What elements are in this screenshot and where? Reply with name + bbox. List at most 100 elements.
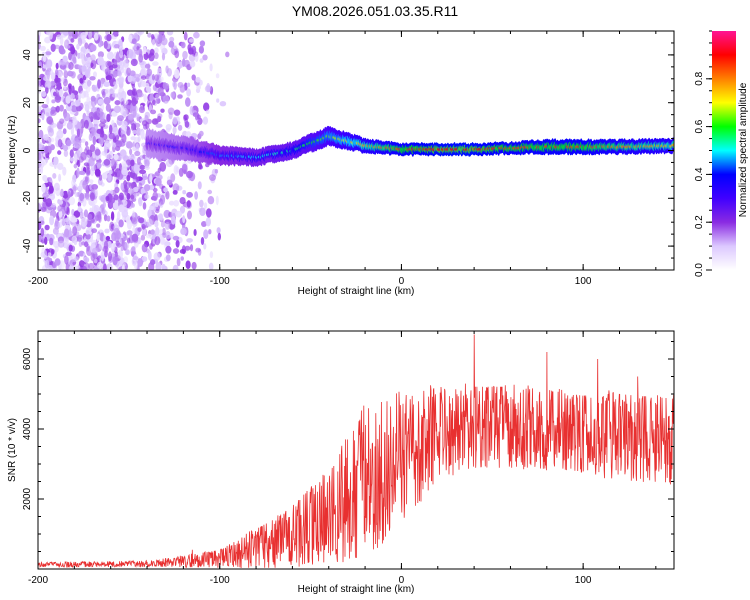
heatmap-cell xyxy=(196,114,201,120)
heatmap-cell xyxy=(203,202,208,210)
heatmap-cell xyxy=(122,235,128,241)
heatmap-cell xyxy=(108,132,116,140)
heatmap-cell xyxy=(144,194,150,200)
heatmap-cell xyxy=(105,235,111,241)
heatmap-cell xyxy=(154,52,159,60)
heatmap-cell xyxy=(40,206,47,213)
heatmap-cell xyxy=(202,54,208,61)
heatmap-cell xyxy=(103,145,108,155)
heatmap-cell xyxy=(125,159,132,166)
heatmap-cell xyxy=(101,172,108,180)
heatmap-cell xyxy=(76,167,80,178)
heatmap-cell xyxy=(68,61,74,70)
heatmap-cell xyxy=(38,118,41,124)
heatmap-cell xyxy=(138,217,145,224)
heatmap-cell xyxy=(186,191,194,198)
heatmap-cell xyxy=(47,252,52,257)
heatmap-cell xyxy=(134,261,138,270)
heatmap-cell xyxy=(69,157,75,162)
heatmap-cell xyxy=(113,31,119,37)
colorbar-tick-label: 0.8 xyxy=(694,71,705,85)
heatmap-cell xyxy=(161,52,166,61)
heatmap-cell xyxy=(98,211,101,222)
heatmap-cell xyxy=(151,73,155,81)
heatmap-cell xyxy=(179,84,186,93)
heatmap-cell xyxy=(117,249,123,259)
heatmap-cell xyxy=(105,75,113,81)
heatmap-cell xyxy=(142,132,146,140)
heatmap-cell xyxy=(157,115,162,123)
heatmap-cell xyxy=(225,51,230,58)
heatmap-cell xyxy=(151,118,159,125)
heatmap-cell xyxy=(205,162,210,168)
heatmap-cell xyxy=(62,145,69,152)
heatmap-cell xyxy=(147,32,152,38)
spectrogram-ytick-label: -40 xyxy=(22,238,33,253)
heatmap-cell xyxy=(158,229,164,235)
heatmap-cell xyxy=(137,227,142,233)
heatmap-cell xyxy=(146,218,153,228)
heatmap-cell xyxy=(139,169,147,174)
heatmap-cell xyxy=(126,230,133,236)
heatmap-cell xyxy=(180,227,187,235)
heatmap-cell xyxy=(44,145,49,154)
heatmap-cell xyxy=(107,173,112,182)
colorbar-tick-label: 0.6 xyxy=(694,119,705,133)
heatmap-cell xyxy=(54,245,59,253)
heatmap-cell xyxy=(50,144,55,151)
heatmap-cell xyxy=(63,70,69,79)
heatmap-cell xyxy=(161,263,166,270)
heatmap-cell xyxy=(132,226,136,234)
heatmap-cell xyxy=(88,133,93,142)
heatmap-cell xyxy=(76,43,80,50)
heatmap-cell xyxy=(129,70,136,77)
heatmap-cell xyxy=(147,250,152,261)
colorbar-tick-label: 0.0 xyxy=(694,263,705,277)
heatmap-cell xyxy=(165,230,171,240)
heatmap-cell xyxy=(152,38,155,47)
heatmap-cell xyxy=(72,184,77,195)
heatmap-cell xyxy=(165,245,172,254)
snr-plot-background xyxy=(38,331,674,569)
heatmap-cell xyxy=(141,75,147,80)
heatmap-cell xyxy=(82,252,86,259)
heatmap-cell xyxy=(68,244,73,252)
spectrogram-xtick-label: 0 xyxy=(399,276,405,287)
heatmap-cell xyxy=(155,262,162,270)
heatmap-cell xyxy=(112,93,118,98)
heatmap-cell xyxy=(177,124,183,131)
snr-series-line xyxy=(38,334,674,569)
heatmap-cell xyxy=(44,259,50,269)
heatmap-cell xyxy=(45,83,50,88)
heatmap-cell xyxy=(176,61,184,69)
heatmap-cell xyxy=(130,136,136,141)
heatmap-cell xyxy=(69,149,74,158)
heatmap-cell xyxy=(70,38,75,43)
heatmap-cell xyxy=(90,95,96,102)
heatmap-cell xyxy=(179,205,186,214)
heatmap-cell xyxy=(60,77,65,83)
heatmap-cell xyxy=(48,185,54,194)
heatmap-cell xyxy=(216,98,220,103)
heatmap-cell xyxy=(78,64,82,69)
heatmap-cell xyxy=(50,72,56,81)
heatmap-cell xyxy=(155,177,162,187)
heatmap-cell xyxy=(44,224,50,231)
heatmap-cell xyxy=(112,200,120,210)
spectrogram-ytick-label: 0 xyxy=(22,147,33,153)
heatmap-cell xyxy=(123,256,128,264)
heatmap-cell xyxy=(172,183,180,193)
heatmap-cell xyxy=(106,51,114,60)
heatmap-cell xyxy=(152,187,158,193)
heatmap-cell xyxy=(130,194,135,200)
heatmap-cell xyxy=(203,243,207,250)
heatmap-cell xyxy=(90,239,97,248)
heatmap-cell xyxy=(182,58,186,67)
heatmap-cell xyxy=(38,129,44,140)
heatmap-cell xyxy=(199,58,204,63)
heatmap-cell xyxy=(79,90,87,99)
heatmap-cell xyxy=(39,220,45,226)
snr-ytick-label: 6000 xyxy=(22,347,33,370)
heatmap-cell xyxy=(137,258,144,267)
